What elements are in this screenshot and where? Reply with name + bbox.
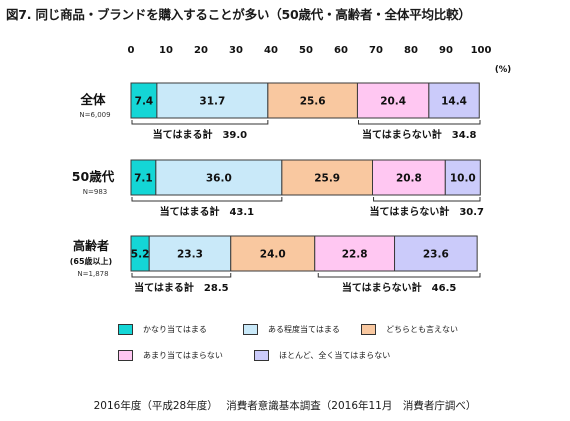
bar-segment <box>156 82 269 119</box>
x-tick-label: 60 <box>334 45 348 56</box>
bar-segment <box>428 82 480 119</box>
unit-label: (%) <box>495 65 511 75</box>
bar-segment <box>281 159 374 196</box>
x-tick-label: 30 <box>229 45 243 56</box>
data-label: 25.9 <box>314 173 340 185</box>
bracket-label: 当てはまる計 28.5 <box>134 281 229 294</box>
data-label: 22.8 <box>342 249 368 261</box>
x-tick-label: 40 <box>264 45 278 56</box>
data-label: 24.0 <box>260 249 286 261</box>
data-label: 23.6 <box>423 249 449 261</box>
data-label: 7.4 <box>135 96 154 108</box>
bracket-line <box>317 273 481 278</box>
data-label: 14.4 <box>441 96 467 108</box>
bar-segment <box>130 159 157 196</box>
data-label: 23.3 <box>177 249 203 261</box>
x-tick-label: 0 <box>128 45 135 56</box>
bar-segment <box>394 235 478 272</box>
data-label: 31.7 <box>199 96 225 108</box>
bar-segment <box>444 159 481 196</box>
bar-segment <box>148 235 232 272</box>
category-label: 全体 <box>79 92 106 107</box>
bar-segment <box>230 235 316 272</box>
bracket-line <box>131 197 283 202</box>
data-label: 36.0 <box>206 173 232 185</box>
sample-size-label: N=983 <box>83 188 107 196</box>
data-label: 20.8 <box>396 173 422 185</box>
source-note: 2016年度（平成28年度） 消費者意識基本調査（2016年11月 消費者庁調べ… <box>93 400 477 412</box>
sample-size-label: N=1,878 <box>77 270 108 278</box>
x-tick-label: 90 <box>439 45 453 56</box>
data-label: 20.4 <box>380 96 406 108</box>
x-tick-label: 100 <box>471 45 492 56</box>
bracket-label: 当てはまらない計 30.7 <box>370 205 485 218</box>
bracket-line <box>358 120 481 125</box>
bracket-label: 当てはまる計 43.1 <box>160 205 255 218</box>
data-label: 5.2 <box>131 249 150 261</box>
data-label: 25.6 <box>300 96 326 108</box>
sample-size-label: N=6,009 <box>79 111 110 119</box>
category-label: 高齢者 <box>73 238 109 253</box>
x-tick-label: 70 <box>369 45 383 56</box>
bracket-line <box>373 197 481 202</box>
chart-title: 図7. 同じ商品・ブランドを購入することが多い（50歳代・高齢者・全体平均比較） <box>6 7 471 22</box>
bracket-line <box>131 120 269 125</box>
category-sublabel: (65歳以上) <box>70 256 112 266</box>
bracket-label: 当てはまらない計 46.5 <box>342 281 457 294</box>
bar-segment <box>372 159 446 196</box>
bracket-label: 当てはまらない計 34.8 <box>362 128 477 141</box>
data-label: 10.0 <box>450 173 476 185</box>
bracket-line <box>131 273 232 278</box>
x-tick-label: 80 <box>404 45 418 56</box>
bracket-label: 当てはまる計 39.0 <box>153 128 248 141</box>
data-label: 7.1 <box>134 173 153 185</box>
bar-segment <box>155 159 283 196</box>
x-tick-label: 10 <box>159 45 173 56</box>
x-tick-label: 20 <box>194 45 208 56</box>
category-label: 50歳代 <box>72 169 115 184</box>
x-tick-label: 50 <box>299 45 313 56</box>
